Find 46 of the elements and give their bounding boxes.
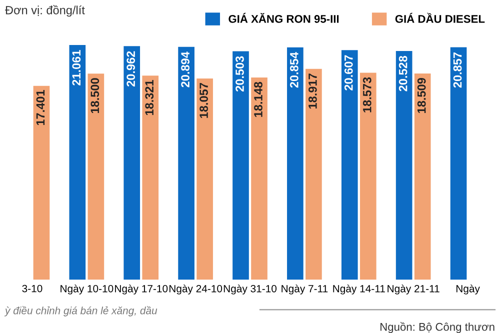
bar (196, 78, 213, 280)
x-tick-label: Ngày 14-11 (333, 284, 385, 294)
bar (142, 76, 159, 280)
bar (450, 47, 467, 280)
bar (306, 68, 322, 280)
data-label: 18.573 (362, 77, 372, 112)
data-label: 18.057 (200, 83, 208, 118)
x-tick-label: 3-10 (22, 284, 42, 292)
data-label: 20.607 (344, 55, 353, 90)
text: Nguồn: Bộ Công thươn (380, 322, 494, 333)
legend-label: GIÁ DẦU DIESEL (395, 12, 485, 23)
bar (341, 50, 358, 280)
data-label: 20.503 (236, 56, 244, 92)
data-label: 18.321 (145, 80, 154, 116)
bar (396, 50, 412, 280)
bar (178, 46, 194, 280)
data-label: 18.500 (90, 78, 100, 114)
data-label: 20.528 (398, 56, 408, 92)
data-label: 18.917 (308, 74, 317, 108)
bar (33, 86, 50, 280)
bar (287, 47, 304, 280)
legend-label: GIÁ XĂNG RON 95-III (228, 12, 339, 23)
x-tick-label: Ngày 10-10 (60, 284, 114, 294)
x-tick-label: Ngày 24-10 (169, 284, 222, 294)
bar (360, 72, 376, 280)
x-tick-label: Ngày 31-10 (224, 284, 277, 294)
data-label: 20.962 (126, 51, 136, 87)
data-label: 18.509 (417, 78, 426, 113)
x-tick-label: Ngày 21-11 (388, 284, 440, 294)
bar (414, 73, 431, 280)
data-label: 20.894 (181, 52, 190, 88)
data-label: 17.401 (36, 90, 45, 126)
bar (124, 46, 140, 280)
x-tick-label: Ngày 7-11 (282, 284, 328, 294)
bar (251, 77, 268, 280)
text: Đơn vị: đồng/lít (5, 5, 85, 17)
text: ỳ điều chỉnh giá bán lẻ xăng, dầu (4, 306, 158, 316)
bar (69, 45, 86, 280)
bar (232, 51, 249, 280)
data-label: 20.854 (290, 52, 298, 88)
x-tick-label: Ngày (456, 284, 480, 294)
data-label: 18.148 (254, 82, 262, 117)
bar (88, 74, 104, 280)
data-label: 21.061 (72, 50, 81, 86)
data-label: 20.857 (453, 52, 462, 88)
x-tick-label: Ngày 17-10 (115, 284, 168, 294)
